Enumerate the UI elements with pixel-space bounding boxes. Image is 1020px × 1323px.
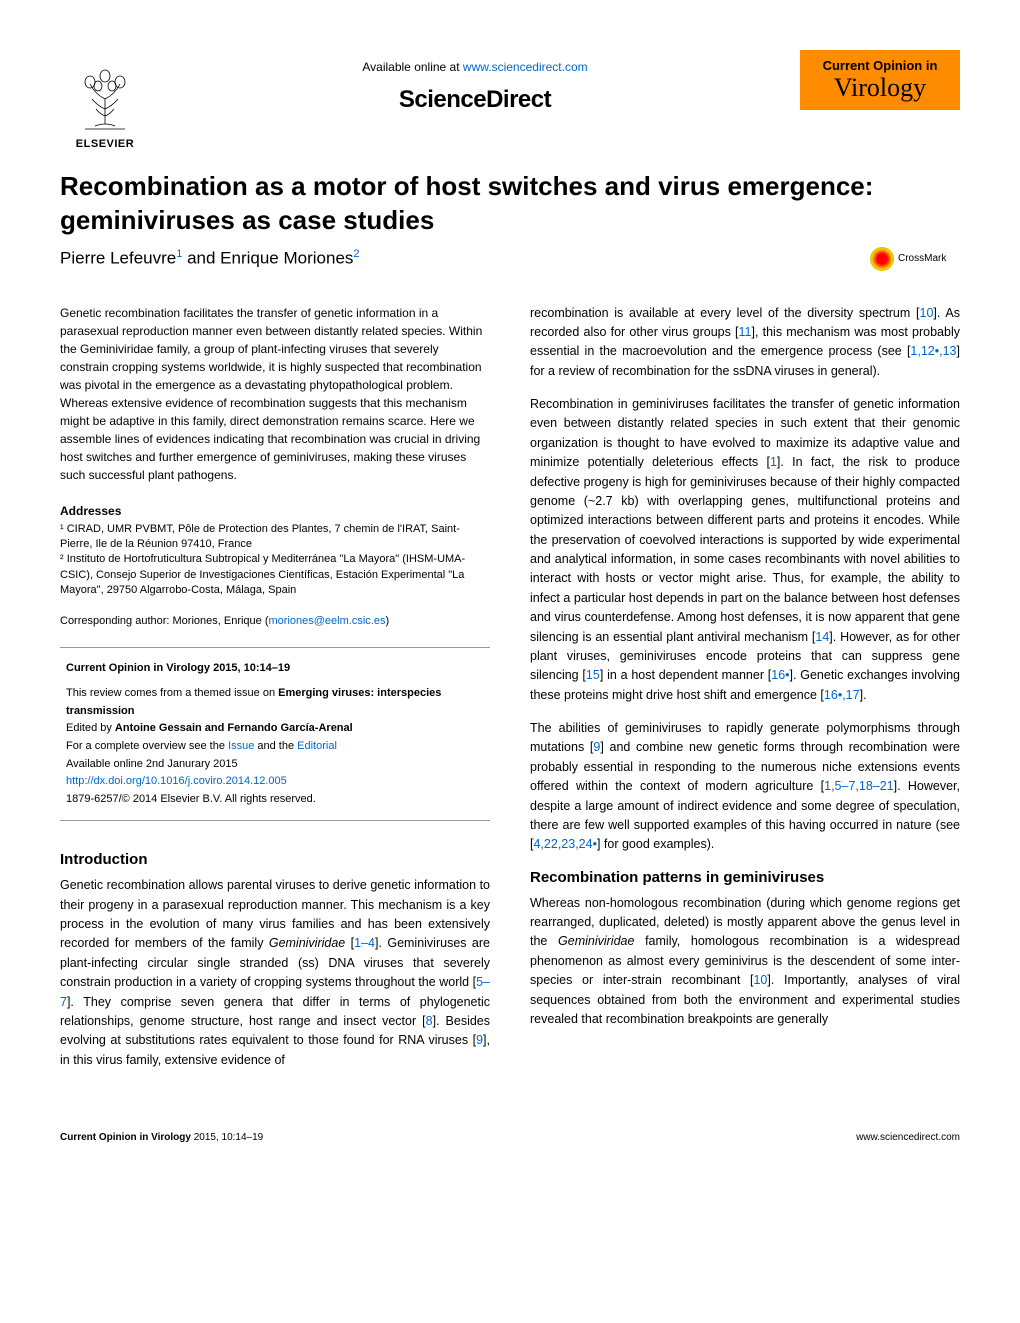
ref-10[interactable]: 10 bbox=[920, 306, 934, 320]
author-1: Pierre Lefeuvre bbox=[60, 249, 176, 268]
geminiviridae-italic-2: Geminiviridae bbox=[558, 934, 634, 948]
available-online-text: Available online at www.sciencedirect.co… bbox=[150, 60, 800, 74]
authors-row: Pierre Lefeuvre1 and Enrique Moriones2 C… bbox=[60, 244, 960, 274]
crossmark-badge[interactable]: CrossMark bbox=[870, 244, 960, 274]
addresses-block: ¹ CIRAD, UMR PVBMT, Pôle de Protection d… bbox=[60, 522, 490, 599]
crossmark-text: CrossMark bbox=[898, 253, 946, 264]
overview-prefix: For a complete overview see the bbox=[66, 740, 228, 752]
footer-citation: Current Opinion in Virology 2015, 10:14–… bbox=[60, 1132, 263, 1143]
overview-and: and the bbox=[254, 740, 297, 752]
author-2: and Enrique Moriones bbox=[182, 249, 353, 268]
col2-p3-d: ] for good examples). bbox=[597, 837, 714, 851]
themed-issue-line: This review comes from a themed issue on… bbox=[66, 685, 484, 720]
edited-prefix: Edited by bbox=[66, 722, 115, 734]
ref-1-4[interactable]: 1–4 bbox=[354, 936, 375, 950]
left-column: Genetic recombination facilitates the tr… bbox=[60, 304, 490, 1084]
elsevier-tree-icon bbox=[70, 64, 140, 134]
recomb-paragraph-1: Whereas non-homologous recombination (du… bbox=[530, 894, 960, 1030]
editors-line: Edited by Antoine Gessain and Fernando G… bbox=[66, 720, 484, 738]
footer-url: www.sciencedirect.com bbox=[856, 1132, 960, 1143]
col2-p2-f: ]. bbox=[860, 688, 867, 702]
authors: Pierre Lefeuvre1 and Enrique Moriones2 bbox=[60, 248, 360, 269]
ref-14[interactable]: 14 bbox=[815, 630, 829, 644]
intro-paragraph-1: Genetic recombination allows parental vi… bbox=[60, 876, 490, 1070]
overview-line: For a complete overview see the Issue an… bbox=[66, 738, 484, 756]
right-column: recombination is available at every leve… bbox=[530, 304, 960, 1084]
available-date: Available online 2nd Janurary 2015 bbox=[66, 756, 484, 774]
ref-16-17[interactable]: 16•,17 bbox=[824, 688, 860, 702]
address-1: ¹ CIRAD, UMR PVBMT, Pôle de Protection d… bbox=[60, 522, 490, 553]
page-header: ELSEVIER Available online at www.science… bbox=[60, 50, 960, 150]
corresponding-suffix: ) bbox=[385, 615, 389, 627]
ref-1b[interactable]: 1 bbox=[770, 455, 777, 469]
journal-citation: Current Opinion in Virology 2015, 10:14–… bbox=[66, 660, 484, 678]
ref-9[interactable]: 9 bbox=[476, 1033, 483, 1047]
article-title: Recombination as a motor of host switche… bbox=[60, 170, 960, 238]
issue-link[interactable]: Issue bbox=[228, 740, 254, 752]
copyright-line: 1879-6257/© 2014 Elsevier B.V. All right… bbox=[66, 791, 484, 809]
available-prefix: Available online at bbox=[362, 60, 463, 74]
address-2: ² Instituto de Hortofruticultura Subtrop… bbox=[60, 552, 490, 598]
geminiviridae-italic: Geminiviridae bbox=[269, 936, 345, 950]
journal-logo-bottom: Virology bbox=[834, 73, 926, 103]
ref-8[interactable]: 8 bbox=[426, 1014, 433, 1028]
col2-p2-b: ]. In fact, the risk to produce defectiv… bbox=[530, 455, 960, 643]
ref-4-22-23-24[interactable]: 4,22,23,24• bbox=[533, 837, 596, 851]
footer-pages: 2015, 10:14–19 bbox=[191, 1132, 263, 1143]
ref-1-12-13[interactable]: 1,12•,13 bbox=[910, 344, 956, 358]
elsevier-text: ELSEVIER bbox=[76, 138, 134, 150]
recombination-heading: Recombination patterns in geminiviruses bbox=[530, 869, 960, 886]
ref-11[interactable]: 11 bbox=[739, 325, 752, 339]
col2-p2-d: ] in a host dependent manner [ bbox=[600, 668, 771, 682]
review-prefix: This review comes from a themed issue on bbox=[66, 687, 278, 699]
doi-link[interactable]: http://dx.doi.org/10.1016/j.coviro.2014.… bbox=[66, 775, 287, 787]
journal-logo-top: Current Opinion in bbox=[823, 58, 938, 73]
col2-paragraph-2: Recombination in geminiviruses facilitat… bbox=[530, 395, 960, 705]
editors-names: Antoine Gessain and Fernando García-Aren… bbox=[115, 722, 353, 734]
addresses-heading: Addresses bbox=[60, 504, 490, 518]
col2-p1-a: recombination is available at every leve… bbox=[530, 306, 920, 320]
article-info-box: Current Opinion in Virology 2015, 10:14–… bbox=[60, 647, 490, 822]
abstract: Genetic recombination facilitates the tr… bbox=[60, 304, 490, 484]
introduction-heading: Introduction bbox=[60, 851, 490, 868]
ref-1-5-7-18-21[interactable]: 1,5–7,18–21 bbox=[824, 779, 894, 793]
ref-16[interactable]: 16• bbox=[771, 668, 789, 682]
affiliation-2[interactable]: 2 bbox=[353, 248, 359, 260]
footer-journal: Current Opinion in Virology bbox=[60, 1132, 191, 1143]
corresponding-author: Corresponding author: Moriones, Enrique … bbox=[60, 615, 490, 627]
page-footer: Current Opinion in Virology 2015, 10:14–… bbox=[60, 1124, 960, 1143]
editorial-link[interactable]: Editorial bbox=[297, 740, 337, 752]
corresponding-prefix: Corresponding author: Moriones, Enrique … bbox=[60, 615, 269, 627]
col2-paragraph-3: The abilities of geminiviruses to rapidl… bbox=[530, 719, 960, 855]
journal-logo: Current Opinion in Virology bbox=[800, 50, 960, 110]
ref-10b[interactable]: 10 bbox=[753, 973, 767, 987]
center-header: Available online at www.sciencedirect.co… bbox=[150, 50, 800, 114]
ref-15[interactable]: 15 bbox=[586, 668, 600, 682]
crossmark-icon bbox=[870, 247, 894, 271]
sciencedirect-logo: ScienceDirect bbox=[150, 86, 800, 114]
corresponding-email-link[interactable]: moriones@eelm.csic.es bbox=[269, 615, 386, 627]
col2-paragraph-1: recombination is available at every leve… bbox=[530, 304, 960, 382]
intro-text-b: [ bbox=[345, 936, 354, 950]
elsevier-logo: ELSEVIER bbox=[60, 50, 150, 150]
main-content: Genetic recombination facilitates the tr… bbox=[60, 304, 960, 1084]
sciencedirect-url-link[interactable]: www.sciencedirect.com bbox=[463, 60, 588, 74]
